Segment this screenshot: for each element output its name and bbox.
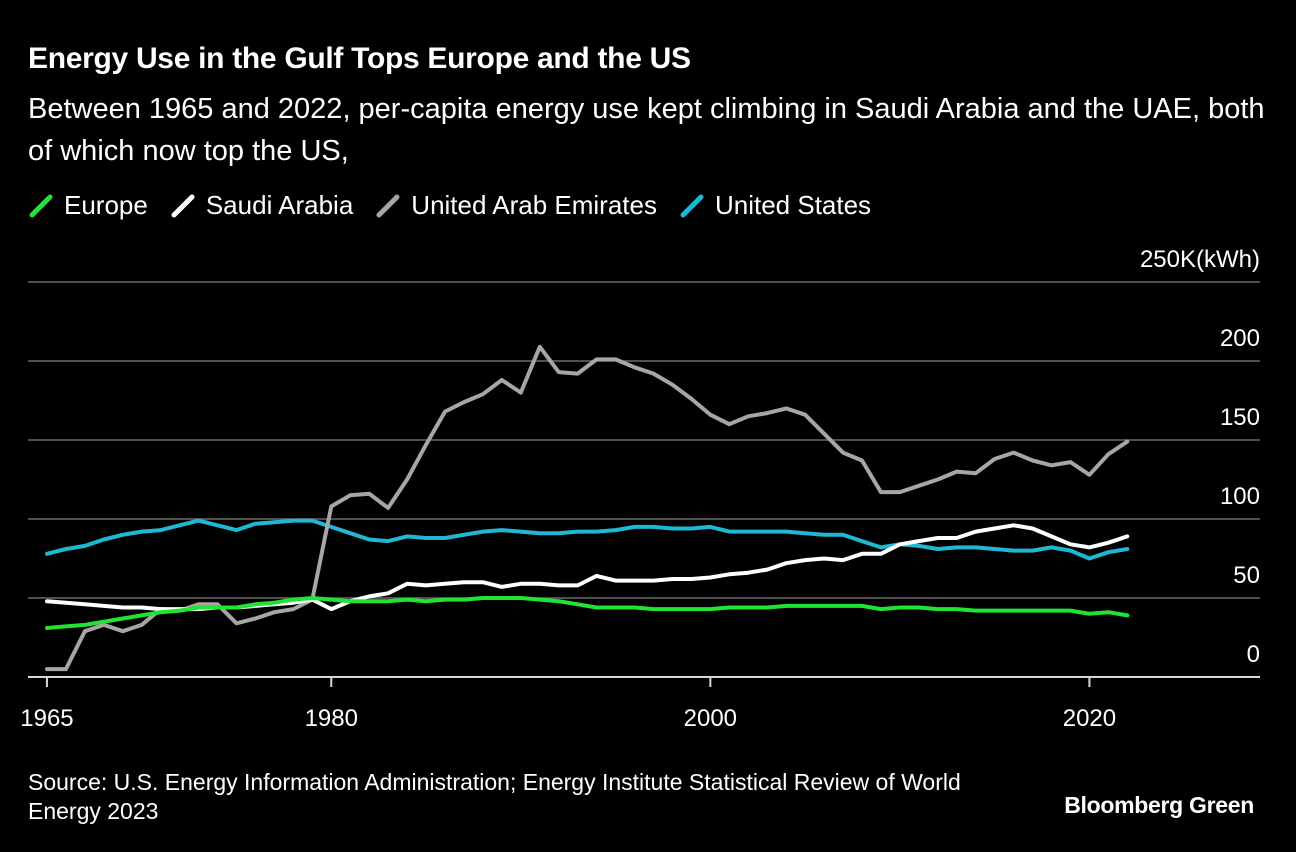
legend-item-saudi-arabia: Saudi Arabia <box>170 190 353 221</box>
y-tick-label-250: 250K(kWh) <box>1140 246 1260 273</box>
legend-swatch-icon <box>680 194 704 217</box>
series-line-united-arab-emirates <box>45 344 1130 672</box>
legend-swatch-icon <box>376 194 400 217</box>
y-tick-label-150: 150 <box>1220 404 1260 431</box>
series-line-europe <box>45 596 1130 630</box>
source-note: Source: U.S. Energy Information Administ… <box>28 769 961 824</box>
chart-title: Energy Use in the Gulf Tops Europe and t… <box>28 42 691 75</box>
legend-label-united-arab-emirates: United Arab Emirates <box>411 190 657 220</box>
legend-item-united-arab-emirates: United Arab Emirates <box>375 190 657 221</box>
series-line-saudi-arabia <box>45 523 1130 612</box>
x-tick-label-1980: 1980 <box>305 705 358 732</box>
x-tick-label-2000: 2000 <box>684 705 737 732</box>
legend-swatch-icon <box>171 194 195 217</box>
legend-swatch-icon <box>29 194 53 217</box>
legend-label-saudi-arabia: Saudi Arabia <box>205 190 354 220</box>
chart-subtitle: Between 1965 and 2022, per-capita energy… <box>28 93 1265 167</box>
legend-item-united-states: United States <box>679 190 871 221</box>
x-tick-label-1965: 1965 <box>20 705 73 732</box>
legend: Europe Saudi Arabia United Arab Emirates Un… <box>28 190 893 221</box>
y-tick-label-50: 50 <box>1233 562 1260 589</box>
series-line-united-states <box>45 518 1130 561</box>
legend-label-united-states: United States <box>714 190 872 220</box>
line-chart: 0 50 100 150 200 250K(kWh) 1965 1980 2000 2020 <box>20 246 1260 732</box>
bloomberg-green-logo: Bloomberg Green <box>1064 792 1254 818</box>
legend-label-europe: Europe <box>64 190 148 220</box>
y-tick-label-100: 100 <box>1220 483 1260 510</box>
legend-item-europe: Europe <box>28 190 148 221</box>
y-tick-label-200: 200 <box>1220 325 1260 352</box>
x-tick-label-2020: 2020 <box>1063 705 1116 732</box>
y-tick-label-0: 0 <box>1247 641 1260 668</box>
